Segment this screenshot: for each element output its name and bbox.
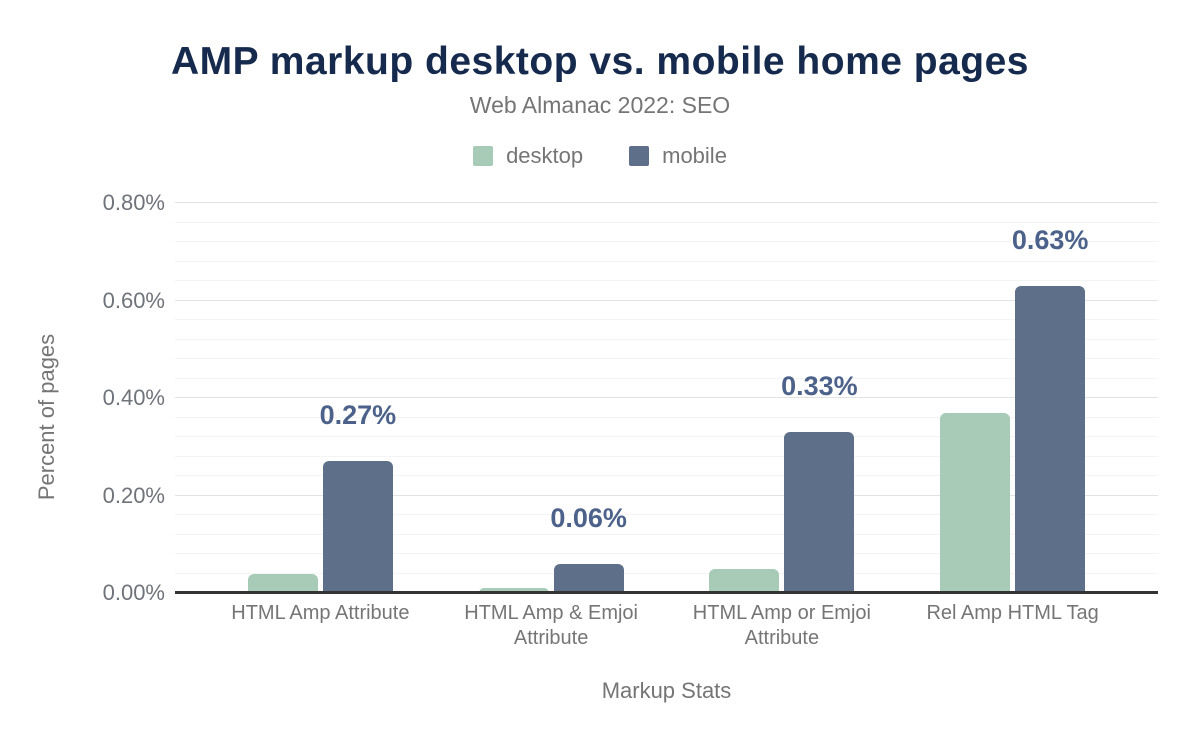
- legend-label: mobile: [662, 143, 727, 168]
- minor-gridline: [175, 221, 1158, 223]
- legend-swatch-icon: [629, 146, 650, 166]
- y-tick-label: 0.80%: [102, 190, 165, 215]
- legend-item-mobile: mobile: [629, 143, 727, 169]
- chart-title: AMP markup desktop vs. mobile home pages: [170, 40, 1029, 83]
- plot-area: 0.27% 0.06% 0.33% 0.63%: [175, 202, 1158, 594]
- y-tick-label: 0.40%: [102, 385, 165, 410]
- x-tick-label: HTML Amp or Emjoi Attribute: [692, 602, 871, 649]
- minor-gridline: [175, 475, 1158, 476]
- desktop-bar: [478, 588, 549, 593]
- minor-gridline: [175, 436, 1158, 437]
- x-tick-label: Rel Amp HTML Tag: [926, 602, 1099, 624]
- y-tick-label: 0.00%: [102, 580, 165, 605]
- y-tick-label: 0.20%: [102, 482, 165, 508]
- minor-gridline: [175, 377, 1158, 379]
- bar-value-label: 0.63%: [1011, 224, 1089, 255]
- mobile-bar: [322, 461, 393, 593]
- minor-gridline: [175, 455, 1158, 457]
- major-gridline: [175, 494, 1158, 496]
- minor-gridline: [175, 358, 1158, 359]
- mobile-bar: [784, 432, 855, 593]
- mobile-bar: [553, 563, 624, 593]
- major-gridline: [175, 299, 1158, 301]
- minor-gridline: [175, 280, 1158, 281]
- mobile-bar: [1015, 285, 1086, 593]
- major-gridline: [175, 202, 1158, 203]
- major-gridline: [175, 397, 1158, 398]
- legend: desktop mobile: [0, 143, 1200, 169]
- bar-value-label: 0.27%: [319, 400, 397, 431]
- legend-label: desktop: [506, 143, 584, 168]
- minor-gridline: [175, 533, 1158, 535]
- y-axis-title: Percent of pages: [34, 333, 59, 501]
- minor-gridline: [175, 514, 1158, 515]
- bar-value-label: 0.33%: [781, 371, 858, 402]
- desktop-bar: [247, 573, 318, 593]
- legend-item-desktop: desktop: [473, 143, 583, 169]
- chart-subtitle: Web Almanac 2022: SEO: [469, 92, 731, 118]
- desktop-bar: [940, 412, 1011, 593]
- x-axis-baseline: [175, 591, 1158, 594]
- minor-gridline: [175, 572, 1158, 574]
- desktop-bar: [709, 568, 780, 593]
- x-tick-label: HTML Amp Attribute: [231, 602, 410, 624]
- x-tick-label: HTML Amp & Emjoi Attribute: [464, 602, 638, 649]
- minor-gridline: [175, 553, 1158, 554]
- minor-gridline: [175, 260, 1158, 262]
- minor-gridline: [175, 338, 1158, 340]
- legend-swatch-icon: [473, 146, 494, 166]
- x-axis-title: Markup Stats: [601, 678, 732, 703]
- bar-value-label: 0.06%: [550, 502, 627, 533]
- minor-gridline: [175, 241, 1158, 242]
- minor-gridline: [175, 319, 1158, 320]
- minor-gridline: [175, 416, 1158, 418]
- y-tick-label: 0.60%: [102, 287, 165, 313]
